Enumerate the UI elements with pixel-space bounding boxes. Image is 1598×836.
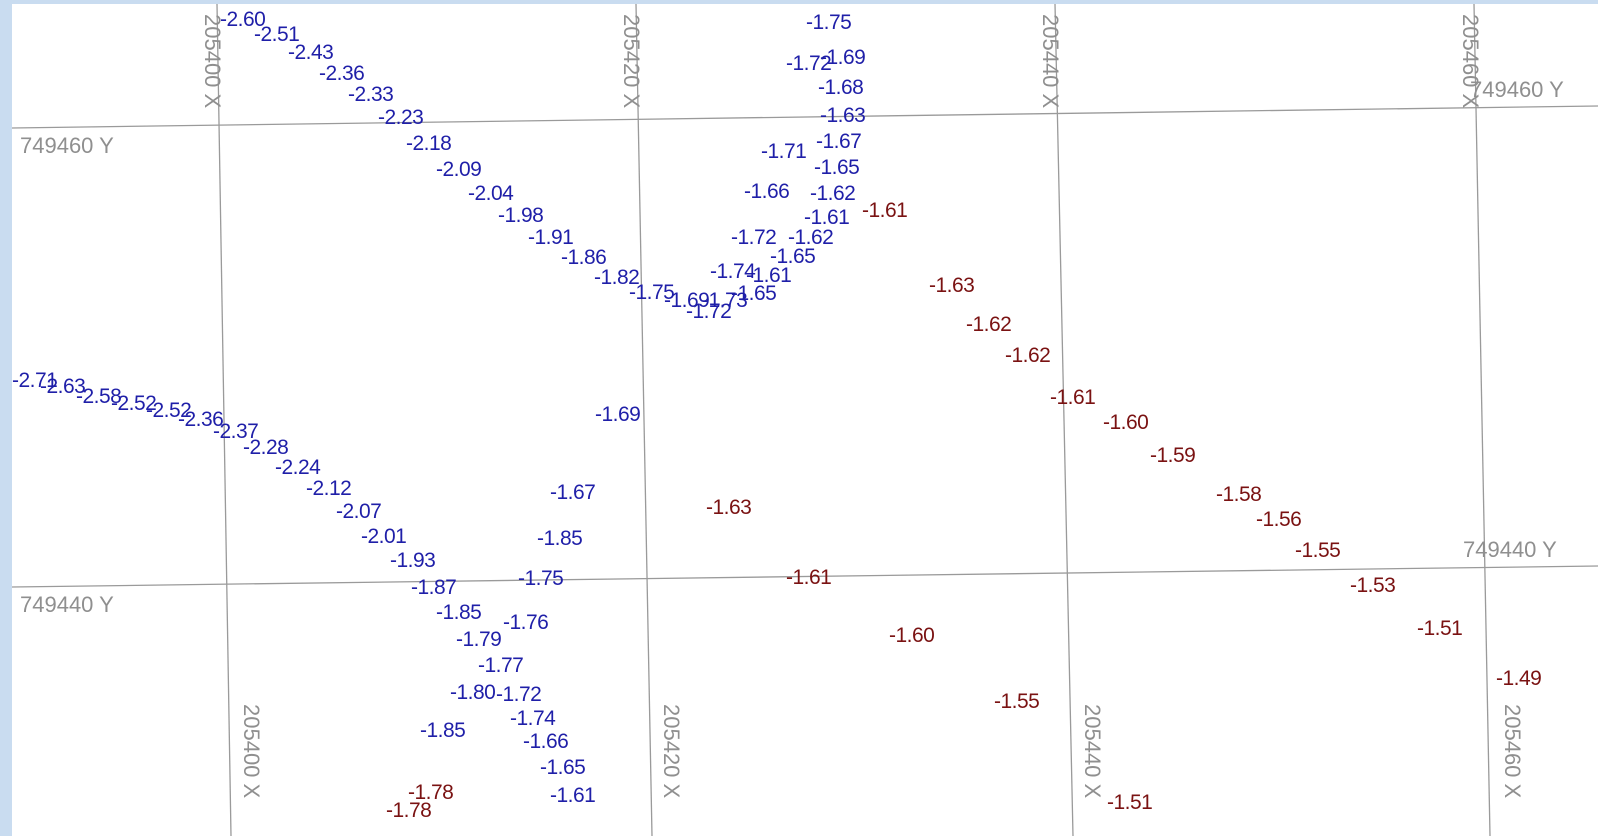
grid-label-y-left-top: 749460 Y: [20, 135, 114, 157]
spot-height-red: -1.51: [1417, 618, 1462, 639]
spot-height-red: -1.56: [1256, 509, 1301, 530]
spot-height-blue: -1.85: [537, 528, 582, 549]
spot-height-red: -1.60: [889, 625, 934, 646]
spot-height-blue: -2.01: [361, 526, 406, 547]
spot-height-blue: -1.67: [550, 482, 595, 503]
spot-height-blue: -1.62: [788, 227, 833, 248]
grid-line-x-205440: [1055, 4, 1073, 836]
grid-label-y-right-bottom: 749440 Y: [1463, 539, 1557, 561]
spot-height-blue: -1.72: [496, 684, 541, 705]
spot-height-blue: -2.09: [436, 159, 481, 180]
grid-label-x-bottom-4: 205460 X: [1501, 704, 1523, 798]
spot-height-red: -1.60: [1103, 412, 1148, 433]
spot-height-red: -1.59: [1150, 445, 1195, 466]
spot-height-blue: -2.23: [378, 107, 423, 128]
grid-line-x-205460: [1474, 4, 1490, 836]
spot-height-blue: -1.80: [450, 682, 495, 703]
spot-height-blue: -1.65: [814, 157, 859, 178]
spot-height-blue: -1.65: [540, 757, 585, 778]
spot-height-blue: -1.75: [518, 568, 563, 589]
spot-height-red: -1.61: [786, 567, 831, 588]
grid-line-y-749460: [12, 106, 1598, 128]
spot-height-blue: -1.75: [806, 12, 851, 33]
spot-height-red: -1.78: [386, 800, 431, 821]
spot-height-blue: -1.76: [503, 612, 548, 633]
spot-height-blue: -1.72: [731, 227, 776, 248]
spot-height-blue: -1.93: [390, 550, 435, 571]
spot-height-blue: -2.33: [348, 84, 393, 105]
spot-height-red: -1.62: [1005, 345, 1050, 366]
spot-height-blue: -1.61: [804, 207, 849, 228]
spot-height-blue: -1.66: [523, 731, 568, 752]
spot-height-blue: -1.77: [478, 655, 523, 676]
spot-height-blue: -2.04: [468, 183, 513, 204]
spot-height-blue: -1.72: [686, 301, 731, 322]
spot-height-red: -1.61: [862, 200, 907, 221]
spot-height-red: -1.63: [706, 497, 751, 518]
spot-height-red: -1.58: [1216, 484, 1261, 505]
spot-height-blue: -1.87: [411, 577, 456, 598]
spot-height-blue: -2.18: [406, 133, 451, 154]
spot-height-blue: -1.74: [510, 708, 555, 729]
grid-label-x-bottom-3: 205440 X: [1081, 704, 1103, 798]
spot-height-red: -1.55: [1295, 540, 1340, 561]
spot-height-blue: -2.43: [288, 42, 333, 63]
spot-height-blue: -1.98: [498, 205, 543, 226]
spot-height-blue: -2.28: [243, 437, 288, 458]
spot-height-blue: -1.71: [761, 141, 806, 162]
spot-height-red: -1.49: [1496, 668, 1541, 689]
grid-label-x-top-2: 205420 X: [620, 14, 642, 108]
spot-height-blue: -1.86: [561, 247, 606, 268]
spot-height-blue: -2.12: [306, 478, 351, 499]
spot-height-blue: -1.65: [770, 246, 815, 267]
grid-label-x-top-4: 205460 X: [1459, 14, 1481, 108]
spot-height-blue: -1.69: [595, 404, 640, 425]
spot-height-red: -1.55: [994, 691, 1039, 712]
spot-height-blue: -1.85: [436, 602, 481, 623]
map-canvas[interactable]: 749460 Y 749460 Y 749440 Y 749440 Y 2054…: [12, 4, 1598, 836]
spot-height-blue: -1.68: [818, 77, 863, 98]
spot-height-red: -1.63: [929, 275, 974, 296]
spot-height-blue: -1.62: [810, 183, 855, 204]
spot-height-red: -1.51: [1107, 792, 1152, 813]
spot-height-red: -1.62: [966, 314, 1011, 335]
spot-height-blue: -1.79: [456, 629, 501, 650]
grid-label-x-bottom-1: 205400 X: [240, 704, 262, 798]
grid-label-y-right-top: 749460 Y: [1470, 79, 1564, 101]
spot-height-blue: -1.61: [746, 265, 791, 286]
spot-height-blue: -2.07: [336, 501, 381, 522]
grid-label-x-top-3: 205440 X: [1039, 14, 1061, 108]
spot-height-blue: -1.91: [528, 227, 573, 248]
spot-height-blue: -1.85: [420, 720, 465, 741]
grid-label-x-bottom-2: 205420 X: [660, 704, 682, 798]
spot-height-blue: -1.61: [550, 785, 595, 806]
spot-height-blue: -1.67: [816, 131, 861, 152]
spot-height-blue: -1.66: [744, 181, 789, 202]
spot-height-blue: -2.24: [275, 457, 320, 478]
grid-label-y-left-bottom: 749440 Y: [20, 594, 114, 616]
spot-height-red: -1.53: [1350, 575, 1395, 596]
spot-height-blue: -1.69: [820, 47, 865, 68]
spot-height-red: -1.61: [1050, 387, 1095, 408]
spot-height-blue: -2.36: [319, 63, 364, 84]
spot-height-blue: -1.63: [820, 105, 865, 126]
